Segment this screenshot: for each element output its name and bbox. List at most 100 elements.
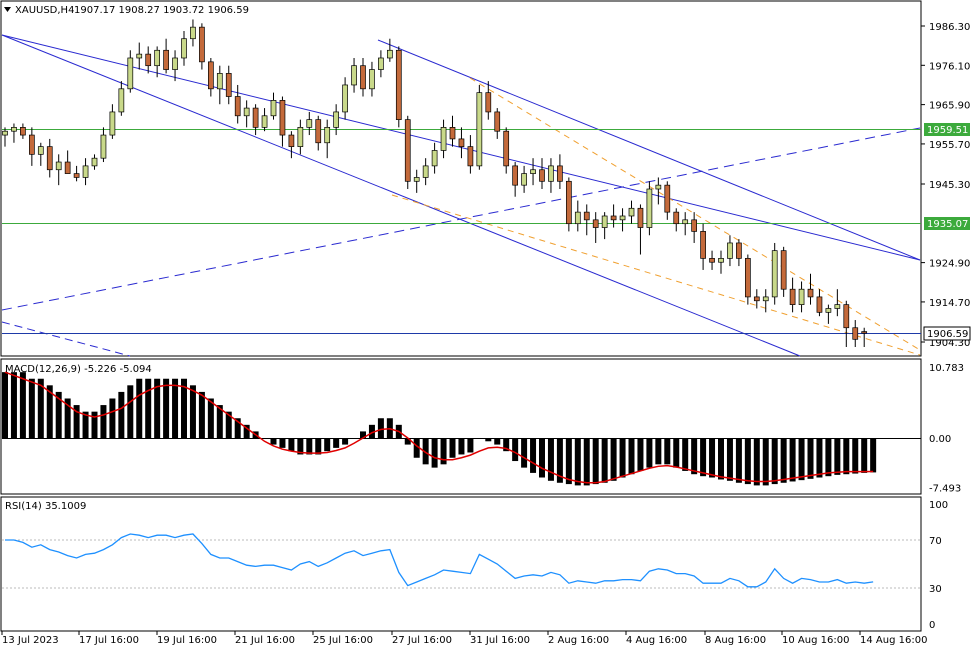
candle[interactable] (225, 65, 232, 105)
candle[interactable] (234, 84, 241, 124)
candle[interactable] (807, 273, 814, 305)
candle[interactable] (771, 242, 778, 305)
candle[interactable] (530, 158, 536, 186)
candle[interactable] (154, 46, 160, 78)
candle[interactable] (682, 212, 689, 236)
rsi-pane[interactable] (0, 496, 922, 632)
candle[interactable] (127, 50, 134, 93)
candle[interactable] (861, 327, 868, 348)
candle[interactable] (548, 158, 554, 193)
candle[interactable] (503, 127, 510, 174)
candle[interactable] (163, 38, 169, 74)
candle[interactable] (798, 281, 805, 313)
candle[interactable] (789, 277, 796, 313)
candle[interactable] (404, 115, 411, 190)
candle[interactable] (279, 96, 286, 147)
candle[interactable] (181, 31, 187, 66)
candle[interactable] (29, 127, 35, 166)
candle[interactable] (753, 289, 760, 309)
candle[interactable] (592, 212, 599, 243)
candle[interactable] (243, 100, 250, 128)
candle[interactable] (718, 250, 724, 274)
candle[interactable] (55, 154, 62, 186)
fib-dashed-lower[interactable] (391, 194, 921, 356)
candle[interactable] (691, 212, 698, 243)
candle[interactable] (843, 300, 850, 348)
candle[interactable] (736, 239, 742, 267)
candle[interactable] (100, 127, 107, 163)
candle[interactable] (270, 92, 277, 120)
candle[interactable] (485, 81, 492, 120)
candle[interactable] (494, 108, 501, 139)
candle[interactable] (449, 115, 456, 147)
candle[interactable] (64, 150, 71, 174)
candle[interactable] (37, 142, 44, 166)
candle[interactable] (762, 289, 769, 313)
candle[interactable] (369, 61, 375, 97)
candle[interactable] (655, 177, 662, 205)
candle[interactable] (825, 304, 832, 324)
candle[interactable] (431, 142, 438, 174)
candle[interactable] (476, 84, 483, 170)
candle[interactable] (73, 165, 80, 182)
channel-lower-line[interactable] (1, 34, 801, 357)
candle[interactable] (351, 57, 357, 93)
candle[interactable] (82, 158, 89, 186)
candle[interactable] (2, 127, 8, 147)
candle[interactable] (422, 158, 429, 186)
candle[interactable] (395, 46, 402, 128)
candle[interactable] (440, 119, 447, 159)
candle[interactable] (628, 200, 635, 224)
candle[interactable] (20, 123, 26, 139)
candle[interactable] (700, 223, 706, 270)
candle[interactable] (727, 235, 733, 267)
channel-dashed-lower[interactable] (1, 321, 131, 357)
candle[interactable] (780, 246, 787, 297)
candle[interactable] (91, 154, 98, 170)
candle[interactable] (744, 254, 751, 305)
candle[interactable] (834, 289, 841, 317)
candle[interactable] (208, 57, 214, 97)
candle[interactable] (816, 289, 823, 317)
candle[interactable] (306, 111, 313, 136)
candle[interactable] (360, 57, 366, 97)
candle[interactable] (619, 208, 626, 232)
candle[interactable] (852, 320, 859, 348)
candle[interactable] (458, 127, 465, 159)
candle[interactable] (46, 138, 53, 178)
candle[interactable] (136, 42, 143, 70)
candle[interactable] (574, 200, 581, 232)
candle[interactable] (199, 23, 205, 70)
candle[interactable] (387, 38, 393, 62)
candle[interactable] (216, 65, 223, 105)
candle[interactable] (557, 154, 563, 190)
candle[interactable] (109, 104, 116, 139)
candle[interactable] (521, 165, 527, 193)
candle[interactable] (288, 131, 295, 159)
candle[interactable] (601, 212, 608, 240)
candle[interactable] (324, 119, 331, 159)
trend-dashed-line[interactable] (1, 127, 921, 311)
candle[interactable] (610, 204, 617, 228)
candle[interactable] (145, 46, 152, 74)
candle[interactable] (297, 119, 304, 155)
candle[interactable] (190, 19, 196, 47)
candle[interactable] (315, 115, 322, 151)
candle[interactable] (539, 158, 545, 190)
candle[interactable] (378, 50, 384, 78)
candle[interactable] (11, 123, 17, 143)
candle[interactable] (172, 50, 178, 82)
candle[interactable] (565, 177, 572, 232)
candle[interactable] (261, 108, 268, 132)
candle[interactable] (646, 181, 653, 236)
candle[interactable] (637, 204, 644, 255)
candle[interactable] (709, 250, 715, 270)
candle[interactable] (118, 81, 125, 116)
candle[interactable] (342, 77, 348, 120)
candle[interactable] (583, 204, 590, 236)
candle[interactable] (673, 208, 680, 232)
candle[interactable] (664, 181, 671, 220)
candle[interactable] (413, 169, 420, 193)
symbol-dropdown-icon[interactable] (4, 7, 11, 12)
